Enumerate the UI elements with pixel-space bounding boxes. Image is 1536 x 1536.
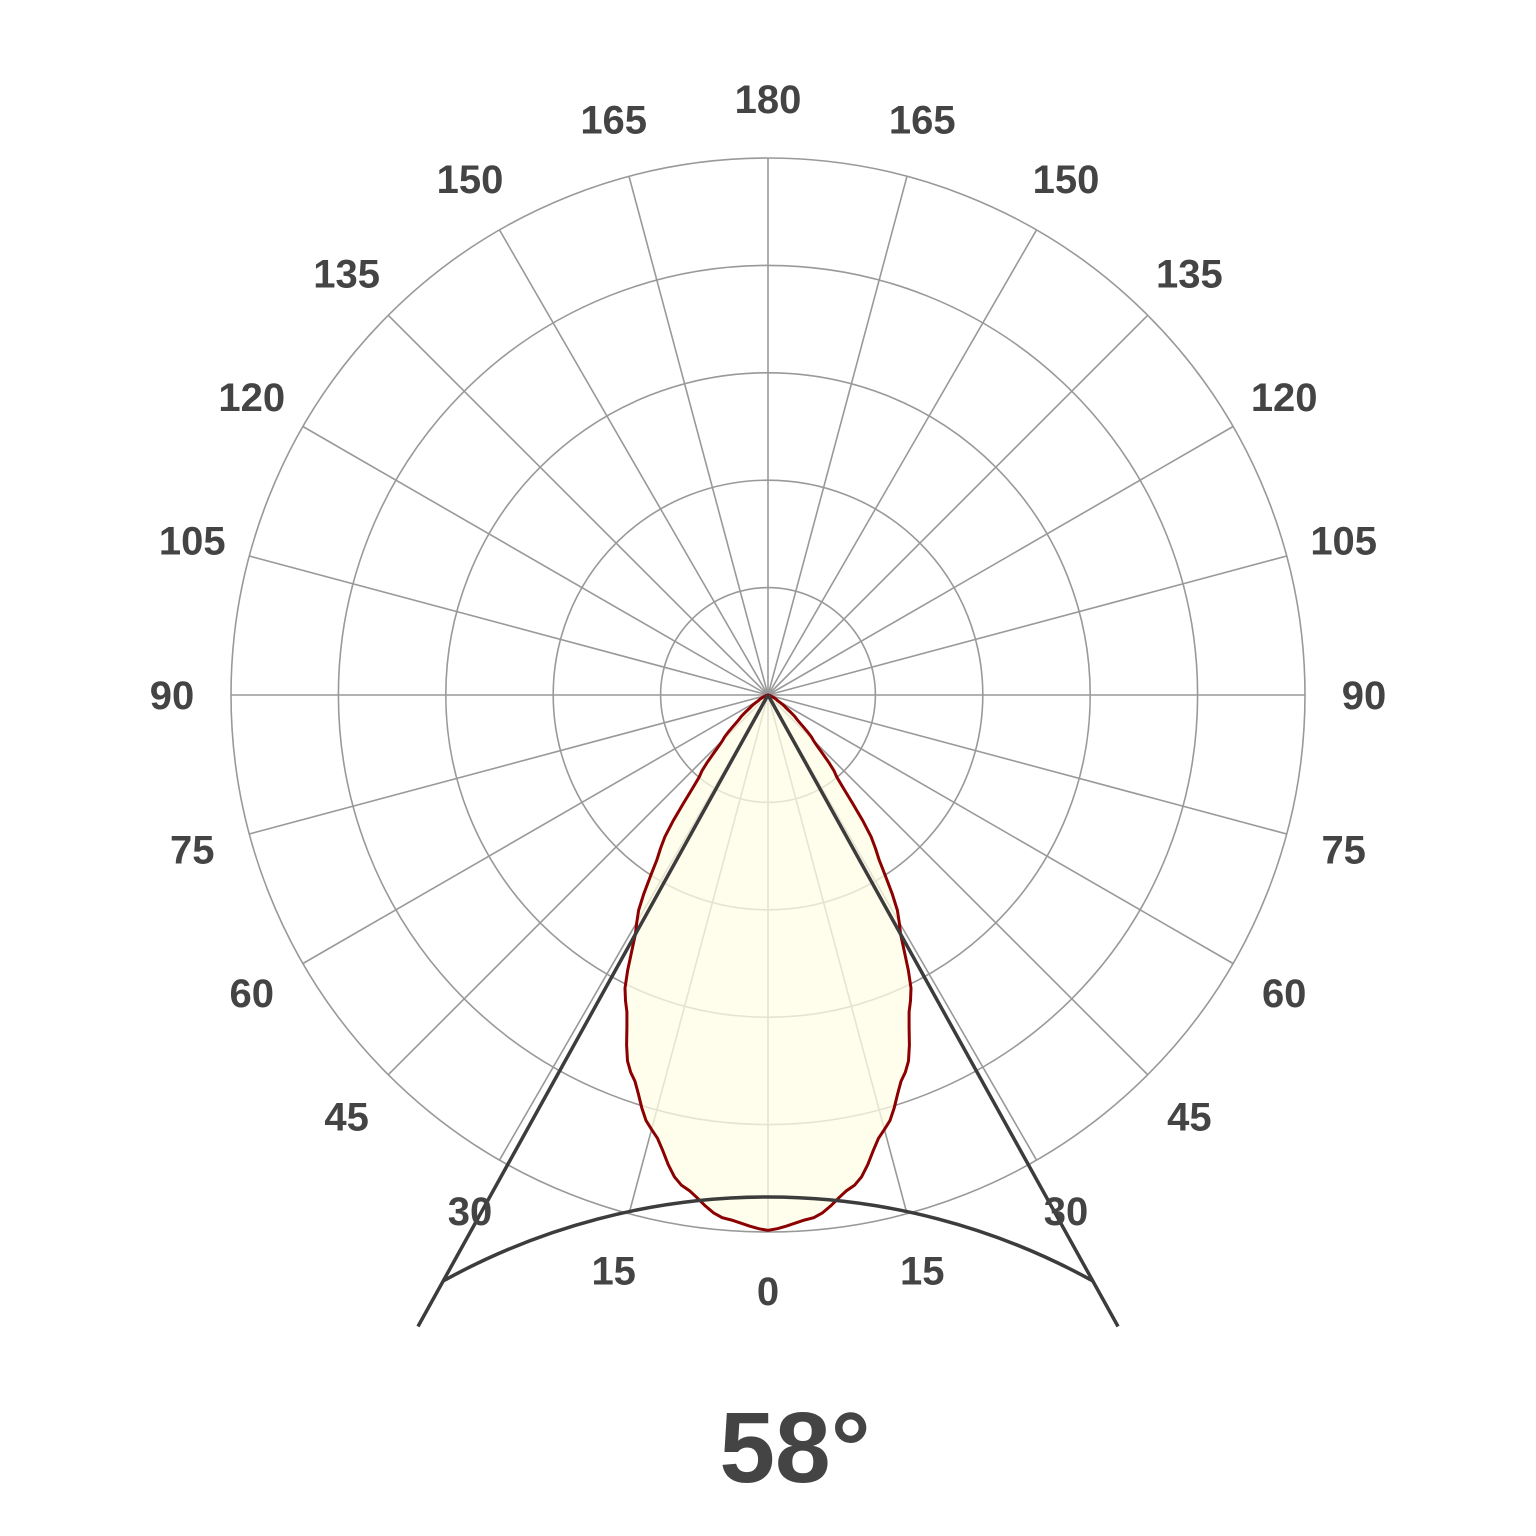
- angle-tick-label: 0: [757, 1270, 779, 1314]
- grid-spoke: [302, 694, 769, 965]
- angle-tick-label: 120: [218, 376, 285, 420]
- grid-spoke: [767, 176, 908, 696]
- angle-tick-label: 75: [170, 828, 215, 872]
- angle-tick-label: 120: [1251, 376, 1318, 420]
- grid-spoke: [767, 555, 1287, 696]
- angle-tick-label: 150: [437, 158, 504, 202]
- angle-tick-label: 15: [591, 1250, 636, 1294]
- angle-tick-label: 60: [230, 972, 275, 1016]
- angle-tick-label: 15: [900, 1250, 945, 1294]
- grid-spoke: [387, 314, 769, 696]
- angle-tick-label: 135: [313, 253, 380, 297]
- angle-labels: 0 15 15 30 30 45 45 60 60 75 75 90 90 105 105 120 120 135…: [150, 78, 1387, 1314]
- beam-arc: [442, 1195, 1094, 1283]
- intensity-curve-group: [623, 693, 913, 1232]
- angle-tick-label: 165: [889, 98, 956, 142]
- angle-tick-label: 45: [1167, 1095, 1212, 1139]
- grid-spoke: [628, 176, 769, 696]
- intensity-fill: [625, 695, 911, 1231]
- angle-tick-label: 30: [1044, 1190, 1089, 1234]
- angle-tick-label: 135: [1156, 253, 1223, 297]
- angle-tick-label: 45: [324, 1095, 369, 1139]
- grid-spoke: [249, 694, 769, 835]
- angle-tick-label: 90: [1342, 674, 1387, 718]
- grid-spoke: [387, 694, 769, 1076]
- beam-edge-line: [416, 694, 770, 1328]
- grid-spoke: [767, 314, 1149, 696]
- beam-angle-indicator: [416, 694, 1120, 1328]
- angle-tick-label: 150: [1033, 158, 1100, 202]
- grid-spoke: [767, 425, 1234, 696]
- angle-tick-label: 30: [448, 1190, 493, 1234]
- angle-tick-label: 90: [150, 674, 195, 718]
- grid-spoke: [767, 694, 1234, 965]
- angle-tick-label: 105: [1310, 520, 1377, 564]
- angle-tick-label: 105: [159, 520, 226, 564]
- grid-spoke: [249, 555, 769, 696]
- beam-angle-label: 58°: [719, 1392, 870, 1504]
- angle-tick-label: 75: [1321, 828, 1366, 872]
- angle-tick-label: 60: [1262, 972, 1307, 1016]
- grid-spoke: [767, 694, 1287, 835]
- angle-tick-label: 165: [580, 98, 647, 142]
- grid-spoke: [498, 229, 769, 696]
- angle-tick-label: 180: [735, 78, 802, 122]
- grid-spoke: [302, 425, 769, 696]
- grid-spoke: [767, 694, 1149, 1076]
- grid-spoke: [767, 229, 1038, 696]
- intensity-curve: [623, 693, 913, 1232]
- beam-edge-line: [766, 694, 1120, 1328]
